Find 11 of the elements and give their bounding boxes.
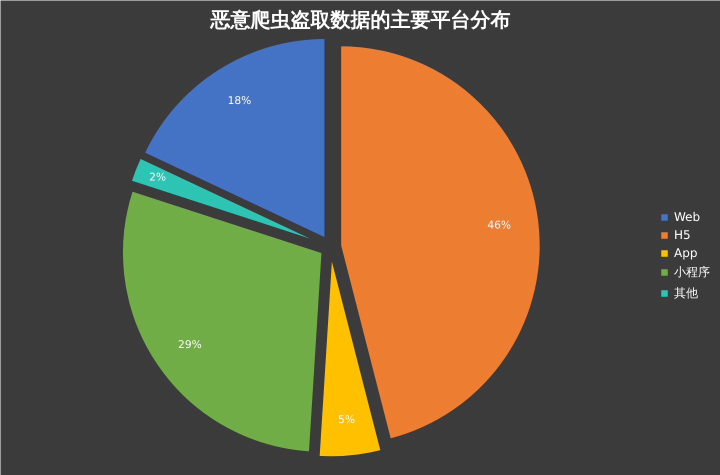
- data-label: 5%: [338, 413, 355, 426]
- legend-label: Web: [674, 210, 700, 224]
- data-label: 2%: [149, 170, 166, 184]
- chart-title: 恶意爬虫盗取数据的主要平台分布: [210, 8, 510, 32]
- legend-label: H5: [674, 228, 692, 242]
- data-label: 46%: [487, 218, 512, 232]
- data-label: 18%: [228, 94, 252, 107]
- legend-label: 小程序: [674, 264, 710, 280]
- legend-label: 其他: [674, 284, 698, 302]
- legend-label: App: [674, 246, 698, 260]
- data-label: 29%: [178, 338, 202, 351]
